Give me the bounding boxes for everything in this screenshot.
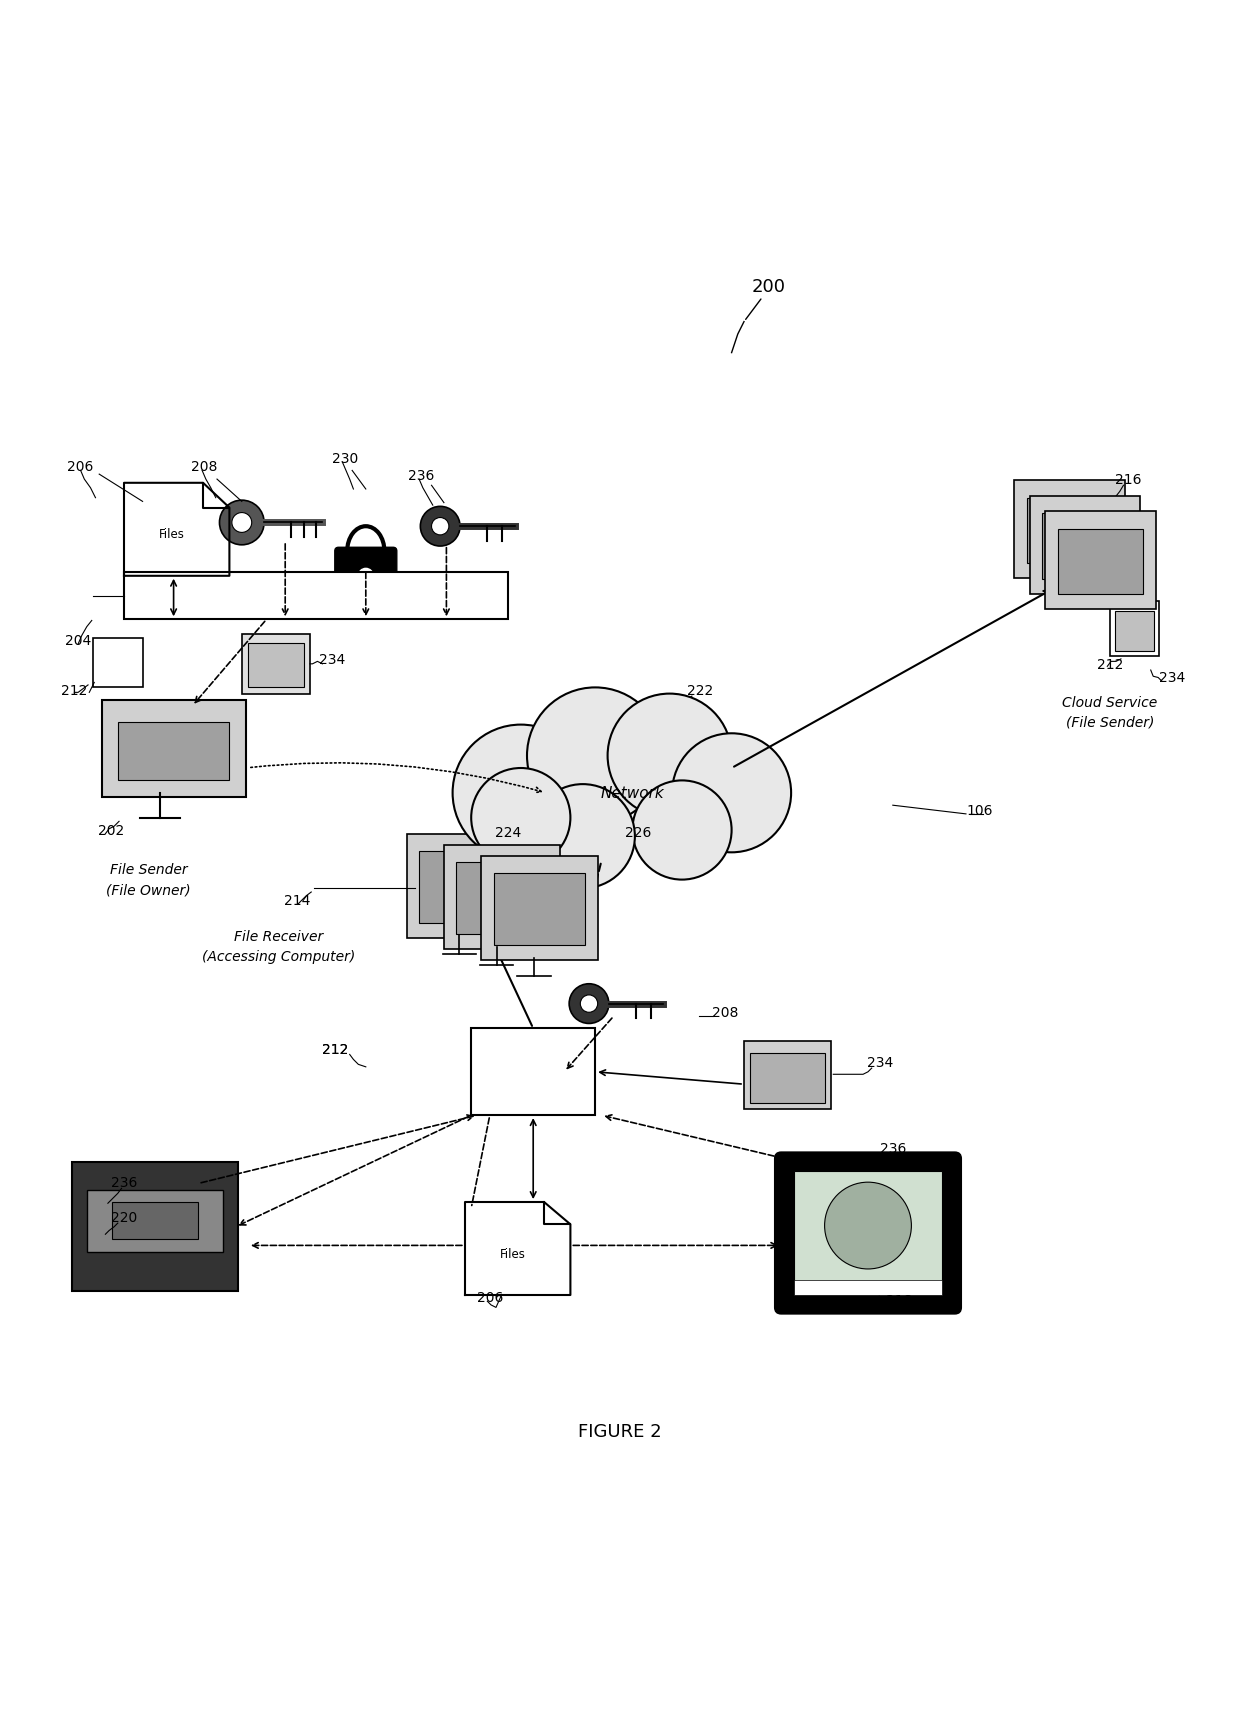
Text: 212: 212	[1096, 656, 1123, 672]
Text: 206: 206	[67, 460, 94, 474]
Text: 204: 204	[64, 634, 92, 648]
Text: 226: 226	[625, 825, 652, 839]
Text: FIGURE 2: FIGURE 2	[578, 1423, 662, 1440]
Circle shape	[219, 501, 264, 546]
FancyBboxPatch shape	[744, 1041, 831, 1110]
Text: Files: Files	[159, 529, 185, 541]
FancyBboxPatch shape	[102, 700, 246, 798]
FancyBboxPatch shape	[112, 1203, 198, 1239]
FancyBboxPatch shape	[444, 846, 560, 949]
Text: 218: 218	[885, 1292, 913, 1308]
FancyBboxPatch shape	[242, 634, 310, 694]
Circle shape	[580, 996, 598, 1013]
Text: 234: 234	[319, 653, 346, 667]
Text: 208: 208	[191, 460, 218, 474]
Circle shape	[608, 694, 732, 818]
FancyBboxPatch shape	[1110, 601, 1159, 656]
FancyBboxPatch shape	[407, 834, 523, 939]
Circle shape	[471, 768, 570, 868]
Text: 212: 212	[321, 1042, 348, 1056]
Circle shape	[569, 984, 609, 1023]
Text: 234: 234	[867, 1054, 894, 1068]
Text: 208: 208	[712, 1006, 739, 1020]
FancyBboxPatch shape	[794, 1172, 942, 1296]
FancyBboxPatch shape	[794, 1280, 942, 1296]
Circle shape	[420, 507, 460, 546]
Text: 216: 216	[1115, 472, 1142, 486]
Text: 202: 202	[98, 824, 125, 837]
Text: 106: 106	[966, 803, 993, 817]
FancyBboxPatch shape	[1058, 529, 1143, 594]
FancyBboxPatch shape	[494, 874, 585, 946]
Text: 236: 236	[408, 469, 435, 482]
Text: 200: 200	[751, 277, 786, 295]
Text: 222: 222	[687, 684, 714, 698]
FancyBboxPatch shape	[419, 851, 511, 924]
Text: 206: 206	[476, 1291, 503, 1304]
FancyBboxPatch shape	[1042, 513, 1128, 579]
Text: File Receiver: File Receiver	[234, 930, 324, 944]
FancyBboxPatch shape	[775, 1153, 961, 1315]
Text: 220: 220	[110, 1210, 138, 1223]
FancyBboxPatch shape	[481, 856, 598, 961]
FancyBboxPatch shape	[93, 639, 143, 687]
Circle shape	[632, 781, 732, 880]
FancyBboxPatch shape	[87, 1191, 223, 1253]
FancyBboxPatch shape	[1029, 496, 1140, 594]
FancyBboxPatch shape	[456, 863, 548, 934]
Circle shape	[453, 725, 589, 862]
Text: Network: Network	[600, 786, 665, 801]
FancyBboxPatch shape	[750, 1053, 825, 1103]
Circle shape	[672, 734, 791, 853]
FancyBboxPatch shape	[1115, 612, 1154, 651]
Circle shape	[531, 784, 635, 889]
Text: 212: 212	[61, 684, 88, 698]
FancyBboxPatch shape	[1014, 481, 1125, 579]
Text: (Accessing Computer): (Accessing Computer)	[202, 949, 356, 963]
Circle shape	[825, 1182, 911, 1270]
FancyBboxPatch shape	[1045, 512, 1156, 610]
FancyBboxPatch shape	[118, 722, 229, 781]
Text: (File Owner): (File Owner)	[107, 882, 191, 896]
FancyBboxPatch shape	[335, 548, 397, 605]
Circle shape	[527, 687, 663, 824]
Circle shape	[432, 519, 449, 536]
FancyBboxPatch shape	[1027, 498, 1112, 563]
Text: 234: 234	[1158, 670, 1185, 684]
Text: 224: 224	[495, 825, 522, 839]
Text: File Sender: File Sender	[110, 863, 187, 877]
Circle shape	[358, 569, 373, 584]
Text: 214: 214	[284, 894, 311, 908]
Circle shape	[232, 513, 252, 532]
FancyBboxPatch shape	[471, 1029, 595, 1115]
Text: 230: 230	[331, 451, 358, 465]
Text: (File Sender): (File Sender)	[1065, 715, 1154, 729]
Text: 236: 236	[110, 1175, 138, 1189]
Text: 212: 212	[321, 1042, 348, 1056]
FancyBboxPatch shape	[124, 572, 508, 620]
FancyBboxPatch shape	[248, 643, 304, 687]
Text: Cloud Service: Cloud Service	[1063, 696, 1157, 710]
Text: 236: 236	[879, 1142, 906, 1156]
Text: Files: Files	[500, 1247, 526, 1260]
FancyBboxPatch shape	[72, 1163, 238, 1292]
